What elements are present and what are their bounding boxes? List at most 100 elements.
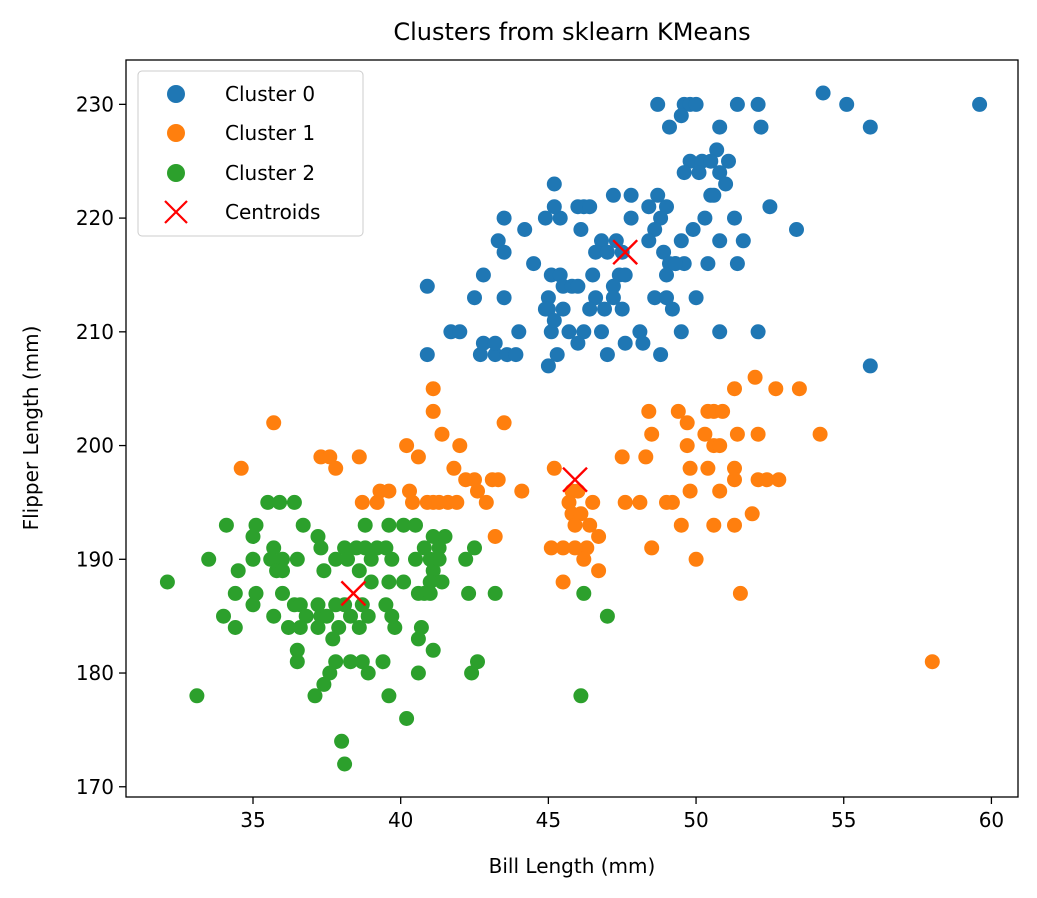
y-tick-label: 200 xyxy=(76,434,114,458)
cluster-2-point xyxy=(266,540,282,556)
y-tick-label: 210 xyxy=(76,320,114,344)
cluster-2-point xyxy=(343,654,358,670)
cluster-0-point xyxy=(608,233,624,249)
cluster-2-point xyxy=(248,585,264,601)
cluster-1-point xyxy=(322,449,338,465)
y-tick-label: 170 xyxy=(76,775,114,799)
cluster-2-point xyxy=(360,665,376,681)
cluster-2-point xyxy=(322,665,338,681)
cluster-2-point xyxy=(464,665,480,681)
cluster-0-point xyxy=(537,301,553,317)
cluster-2-point xyxy=(328,551,344,567)
cluster-0-point xyxy=(597,301,612,317)
cluster-1-point xyxy=(425,403,441,419)
cluster-2-point xyxy=(357,517,373,533)
cluster-2-point xyxy=(360,608,376,624)
legend-marker-cluster-1 xyxy=(167,124,185,142)
cluster-1-point xyxy=(579,540,595,556)
cluster-0-point xyxy=(537,210,553,226)
cluster-1-point xyxy=(561,494,577,510)
cluster-1-point xyxy=(351,449,367,465)
cluster-2-point xyxy=(266,608,282,624)
legend: Cluster 0 Cluster 1 Cluster 2 Centroids xyxy=(137,70,364,237)
cluster-0-point xyxy=(623,187,639,203)
cluster-2-point xyxy=(375,654,391,670)
cluster-2-point xyxy=(340,551,355,567)
cluster-2-point xyxy=(425,563,441,579)
cluster-2-point xyxy=(413,620,429,635)
legend-label-centroids: Centroids xyxy=(225,200,320,224)
cluster-2-point xyxy=(248,517,264,533)
plot-frame xyxy=(125,59,1019,798)
cluster-1-point xyxy=(434,426,450,442)
x-tick-label: 60 xyxy=(979,808,1004,832)
cluster-1-point xyxy=(638,449,654,465)
cluster-0-point xyxy=(650,96,666,112)
cluster-0-point xyxy=(656,244,672,260)
cluster-2-point xyxy=(272,494,288,510)
cluster-0-point xyxy=(718,176,734,192)
cluster-0-point xyxy=(729,96,745,112)
cluster-2-point xyxy=(245,597,261,613)
cluster-0-point xyxy=(549,347,565,363)
cluster-1-point xyxy=(670,403,686,419)
cluster-2-point xyxy=(227,585,243,601)
cluster-2-point xyxy=(328,597,344,613)
cluster-0-point xyxy=(635,335,651,351)
cluster-1-point xyxy=(729,426,745,442)
legend-marker-centroids xyxy=(164,200,188,224)
cluster-2-point xyxy=(599,608,615,624)
cluster-2-point xyxy=(189,688,205,704)
cluster-0-point xyxy=(546,176,562,192)
cluster-2-point xyxy=(378,540,394,556)
cluster-0-point xyxy=(570,278,586,294)
cluster-0-point xyxy=(508,347,524,363)
y-tick-label: 180 xyxy=(76,661,114,685)
cluster-2-point xyxy=(289,654,305,670)
cluster-2-point xyxy=(298,608,314,624)
cluster-1-point xyxy=(791,381,807,397)
cluster-0-point xyxy=(735,233,751,249)
cluster-2-point xyxy=(275,551,290,567)
cluster-2-point xyxy=(573,688,589,704)
cluster-2-point xyxy=(307,688,323,704)
cluster-0-point xyxy=(688,96,704,112)
cluster-0-point xyxy=(750,324,766,340)
cluster-1-point xyxy=(573,506,589,522)
cluster-2-point xyxy=(458,551,474,567)
cluster-2-point xyxy=(201,551,217,567)
cluster-0-point xyxy=(599,244,615,260)
cluster-0-point xyxy=(585,267,601,283)
cluster-2-point xyxy=(396,517,412,533)
cluster-0-point xyxy=(709,142,725,158)
cluster-0-point xyxy=(496,210,512,226)
cluster-2-point xyxy=(431,540,447,556)
cluster-0-point xyxy=(573,222,589,237)
cluster-1-point xyxy=(706,517,722,533)
cluster-0-point xyxy=(552,267,568,283)
cluster-0-point xyxy=(582,199,598,215)
cluster-2-point xyxy=(351,620,367,635)
cluster-1-point xyxy=(712,438,728,454)
cluster-0-point xyxy=(721,153,736,169)
cluster-2-point xyxy=(313,540,329,556)
cluster-1-point xyxy=(470,483,485,499)
cluster-0-point xyxy=(496,244,512,260)
cluster-0-point xyxy=(688,290,704,306)
cluster-2-point xyxy=(275,563,290,579)
cluster-2-point xyxy=(292,620,308,635)
cluster-2-point xyxy=(399,711,415,726)
cluster-0-point xyxy=(467,290,482,306)
cluster-1-point xyxy=(679,438,695,454)
cluster-0-point xyxy=(659,290,674,306)
cluster-0-point xyxy=(582,301,598,317)
cluster-1-point xyxy=(369,494,385,510)
cluster-1-point xyxy=(496,415,512,431)
cluster-2-point xyxy=(354,654,370,670)
cluster-2-point xyxy=(437,529,453,544)
x-tick-label: 45 xyxy=(536,808,561,832)
cluster-1-point xyxy=(679,415,695,431)
cluster-2-point xyxy=(337,756,353,772)
cluster-0-point xyxy=(862,358,878,374)
